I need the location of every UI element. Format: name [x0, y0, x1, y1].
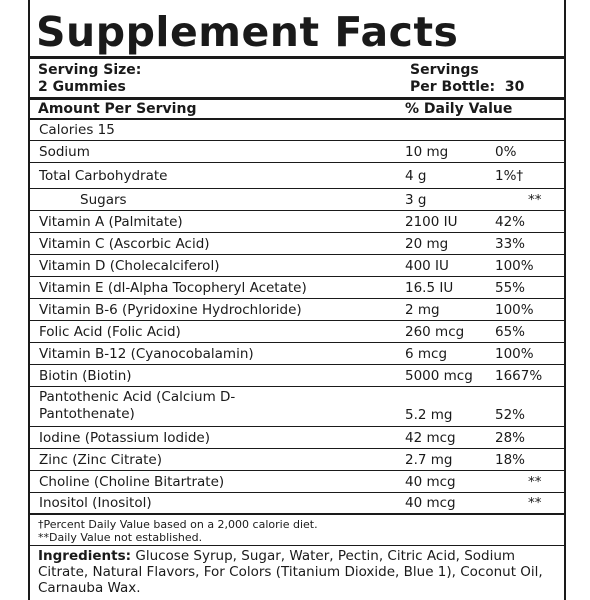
table-row: Vitamin C (Ascorbic Acid) 20 mg 33%: [30, 233, 564, 255]
nutrient-amount: 260 mcg: [405, 324, 465, 340]
nutrient-daily-value: 18%: [495, 452, 526, 468]
table-row: Vitamin B-6 (Pyridoxine Hydrochloride) 2 …: [30, 299, 564, 321]
nutrient-daily-value: 65%: [495, 324, 526, 340]
nutrient-amount: 2 mg: [405, 302, 440, 318]
nutrient-amount: 5.2 mg: [405, 407, 453, 423]
nutrient-amount: 3 g: [405, 192, 427, 208]
nutrient-daily-value: 100%: [495, 258, 534, 274]
table-row: Iodine (Potassium Iodide) 42 mcg 28%: [30, 427, 564, 449]
nutrient-amount: 16.5 IU: [405, 280, 454, 296]
nutrient-name: Vitamin B-12 (Cyanocobalamin): [39, 346, 254, 362]
nutrient-daily-value: 100%: [495, 302, 534, 318]
nutrient-name: Vitamin C (Ascorbic Acid): [39, 236, 210, 252]
table-row: Inositol (Inositol) 40 mcg **: [30, 493, 564, 513]
servings-per-bottle: Per Bottle: 30: [410, 79, 524, 96]
nutrient-name: Total Carbohydrate: [39, 168, 168, 184]
nutrient-amount: 10 mg: [405, 144, 449, 160]
nutrient-daily-value: **: [528, 192, 542, 208]
ingredients-text: Glucose Syrup, Sugar, Water, Pectin, Cit…: [38, 548, 543, 596]
nutrient-name: Pantothenic Acid (Calcium D-: [39, 389, 236, 405]
nutrient-name: Vitamin B-6 (Pyridoxine Hydrochloride): [39, 302, 302, 318]
nutrient-name: Vitamin A (Palmitate): [39, 214, 183, 230]
nutrient-name: Vitamin D (Cholecalciferol): [39, 258, 220, 274]
nutrient-name: Folic Acid (Folic Acid): [39, 324, 181, 340]
nutrient-daily-value: 1667%: [495, 368, 543, 384]
nutrient-amount: 4 g: [405, 168, 427, 184]
nutrient-daily-value: 52%: [495, 407, 526, 423]
servings-per-container: Servings Per Bottle: 30: [410, 62, 524, 96]
ingredients: Ingredients: Glucose Syrup, Sugar, Water…: [38, 548, 558, 596]
table-row: Vitamin E (dl-Alpha Tocopheryl Acetate) 1…: [30, 277, 564, 299]
serving-size-value: 2 Gummies: [38, 79, 126, 95]
nutrient-daily-value: **: [528, 495, 542, 511]
nutrient-amount: 6 mcg: [405, 346, 448, 362]
panel-title: Supplement Facts: [36, 8, 459, 56]
nutrient-name: Biotin (Biotin): [39, 368, 132, 384]
nutrient-name: Sodium: [39, 144, 90, 160]
nutrient-amount: 40 mcg: [405, 474, 456, 490]
supplement-facts-panel: [28, 0, 566, 600]
nutrient-amount: 20 mg: [405, 236, 449, 252]
footnote-not-established: **Daily Value not established.: [38, 531, 203, 544]
nutrient-daily-value: 0%: [495, 144, 517, 160]
nutrient-name: Sugars: [80, 192, 127, 208]
per-bottle-label: Per Bottle:: [410, 79, 496, 95]
nutrient-daily-value: 55%: [495, 280, 526, 296]
nutrient-name: Iodine (Potassium Iodide): [39, 430, 210, 446]
table-row: Biotin (Biotin) 5000 mcg 1667%: [30, 365, 564, 387]
calories-row: Calories 15: [30, 120, 564, 141]
nutrient-name: Choline (Choline Bitartrate): [39, 474, 225, 490]
per-bottle-value: 30: [504, 79, 525, 95]
table-row: Vitamin A (Palmitate) 2100 IU 42%: [30, 211, 564, 233]
serving-size: Serving Size: 2 Gummies: [38, 62, 141, 96]
footnote-dv: †Percent Daily Value based on a 2,000 ca…: [38, 518, 318, 531]
serving-size-label: Serving Size:: [38, 62, 142, 78]
table-row: Zinc (Zinc Citrate) 2.7 mg 18%: [30, 449, 564, 471]
nutrient-daily-value: 100%: [495, 346, 534, 362]
calories-label: Calories 15: [39, 122, 115, 138]
nutrient-amount: 400 IU: [405, 258, 449, 274]
amount-per-serving-header: Amount Per Serving: [38, 101, 197, 117]
table-row: Vitamin B-12 (Cyanocobalamin) 6 mcg 100%: [30, 343, 564, 365]
table-row: Total Carbohydrate 4 g 1%†: [30, 163, 564, 189]
ingredients-label: Ingredients:: [38, 548, 132, 564]
nutrient-name-continued: Pantothenate): [39, 406, 135, 422]
nutrient-daily-value: 1%†: [495, 168, 524, 184]
nutrient-name: Vitamin E (dl-Alpha Tocopheryl Acetate): [39, 280, 307, 296]
nutrient-amount: 2.7 mg: [405, 452, 453, 468]
serving-rule: [30, 97, 564, 100]
table-row: Sugars 3 g **: [30, 189, 564, 211]
nutrient-daily-value: 33%: [495, 236, 526, 252]
table-row: Pantothenic Acid (Calcium D- Pantothenate…: [30, 387, 564, 427]
table-bottom-rule: [30, 513, 564, 515]
table-row: Vitamin D (Cholecalciferol) 400 IU 100%: [30, 255, 564, 277]
table-row: Choline (Choline Bitartrate) 40 mcg **: [30, 471, 564, 493]
nutrient-amount: 40 mcg: [405, 495, 456, 511]
nutrient-amount: 5000 mcg: [405, 368, 473, 384]
ingredients-rule: [30, 545, 564, 546]
table-row: Folic Acid (Folic Acid) 260 mcg 65%: [30, 321, 564, 343]
nutrient-daily-value: 28%: [495, 430, 526, 446]
header-rule: [30, 118, 564, 120]
servings-label: Servings: [410, 62, 479, 78]
nutrient-amount: 2100 IU: [405, 214, 458, 230]
nutrient-name: Inositol (Inositol): [39, 495, 152, 511]
daily-value-header: % Daily Value: [405, 101, 513, 117]
nutrient-amount: 42 mcg: [405, 430, 456, 446]
nutrient-name: Zinc (Zinc Citrate): [39, 452, 162, 468]
nutrient-daily-value: **: [528, 474, 542, 490]
nutrient-daily-value: 42%: [495, 214, 526, 230]
title-rule: [30, 56, 564, 59]
table-row: Sodium 10 mg 0%: [30, 141, 564, 163]
